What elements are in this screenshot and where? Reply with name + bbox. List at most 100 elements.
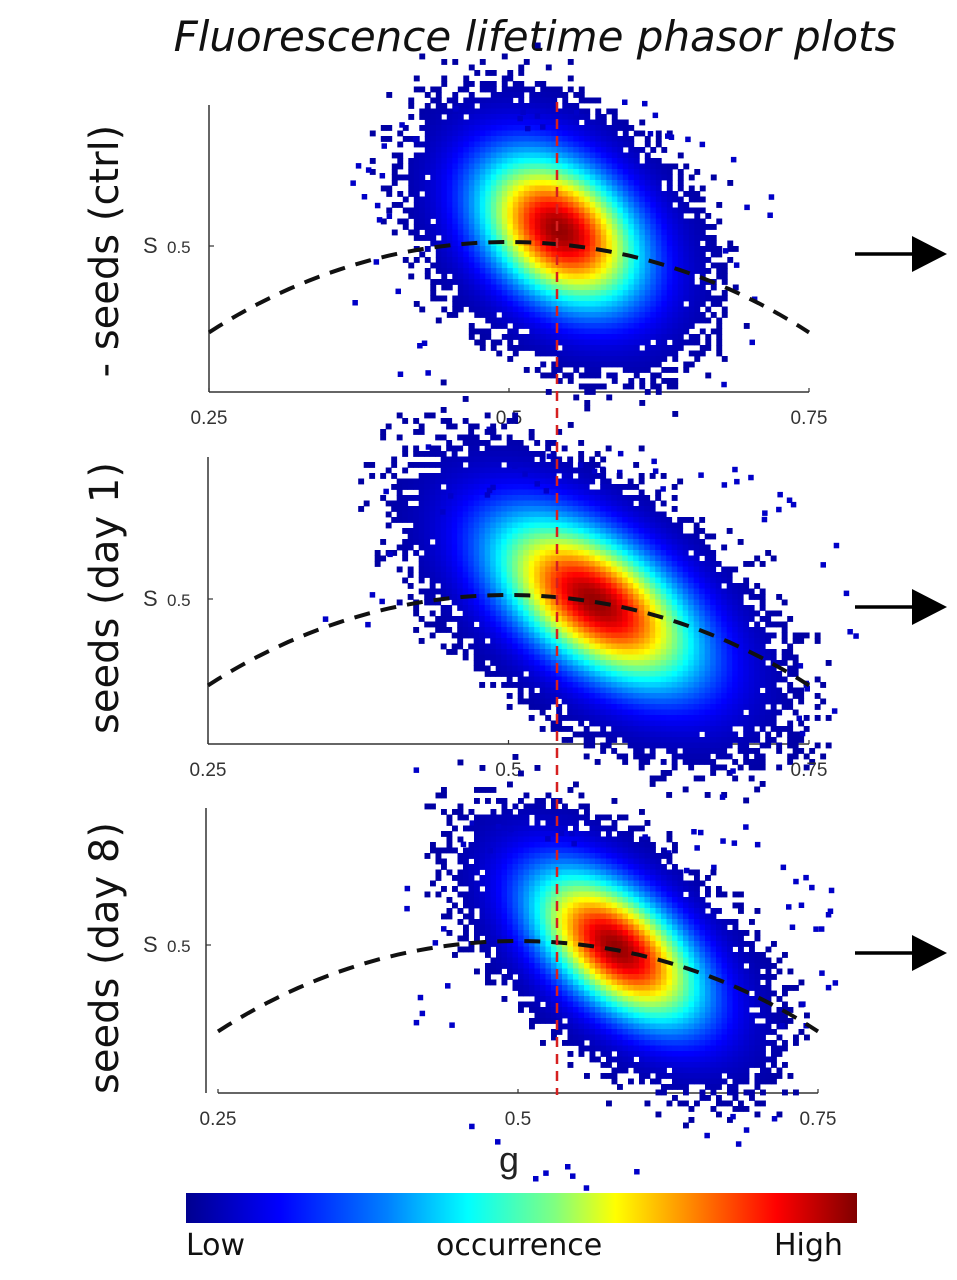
heatmap-cell (545, 544, 552, 551)
heatmap-cell (644, 511, 651, 518)
heatmap-cell (748, 654, 755, 661)
heatmap-cell (754, 698, 761, 705)
heatmap-cell (446, 147, 453, 153)
heatmap-cell (699, 544, 706, 551)
heatmap-cell (573, 152, 580, 159)
heatmap-cell (391, 517, 398, 523)
heatmap-cell (507, 290, 514, 296)
heatmap-cell (424, 462, 431, 468)
heatmap-cell (699, 616, 706, 622)
heatmap-cell (616, 676, 623, 683)
heatmap-cell (440, 643, 447, 650)
heatmap-cell (584, 196, 591, 203)
heatmap-cell (551, 125, 558, 131)
heatmap-cell (424, 621, 431, 628)
heatmap-cell (666, 345, 673, 351)
heatmap-cell (732, 627, 739, 633)
heatmap-cell (523, 489, 530, 496)
heatmap-cell (628, 295, 635, 302)
heatmap-cell (451, 544, 458, 551)
heatmap-cell (644, 328, 651, 335)
heatmap-cell (649, 473, 656, 479)
heatmap-cell (463, 251, 470, 258)
heatmap-cell (425, 370, 431, 376)
heatmap-cell (540, 213, 547, 219)
heatmap-cell (496, 130, 503, 137)
heatmap-cell (589, 119, 596, 126)
heatmap-cell (754, 610, 761, 617)
heatmap-cell (490, 445, 497, 452)
heatmap-cell (578, 334, 585, 340)
heatmap-cell (688, 218, 695, 225)
heatmap-cell (540, 86, 547, 93)
heatmap-cell (595, 257, 602, 263)
heatmap-cell (589, 196, 596, 203)
heatmap-cell (490, 284, 497, 291)
heatmap-cell (479, 202, 486, 208)
heatmap-cell (567, 262, 574, 269)
heatmap-cell (737, 621, 744, 628)
heatmap-cell (787, 687, 794, 694)
heatmap-cell (545, 566, 552, 573)
heatmap-cell (628, 367, 635, 373)
heatmap-cell (814, 632, 821, 639)
heatmap-cell (595, 317, 602, 324)
heatmap-cell (672, 295, 679, 302)
heatmap-cell (429, 528, 436, 534)
heatmap-cell (474, 224, 481, 230)
heatmap-cell (589, 163, 596, 170)
heatmap-cell (523, 290, 530, 296)
heatmap-cell (550, 599, 557, 606)
heatmap-cell (633, 594, 640, 600)
heatmap-cell (506, 621, 513, 628)
heatmap-cell (600, 594, 607, 600)
heatmap-cell (528, 610, 535, 617)
heatmap-cell (512, 224, 519, 230)
heatmap-cell (413, 169, 420, 175)
heatmap-cell (545, 577, 552, 584)
heatmap-cell (528, 511, 535, 518)
heatmap-cell (611, 290, 618, 296)
heatmap-cell (732, 638, 739, 644)
heatmap-cell (710, 240, 717, 247)
heatmap-cell (479, 334, 486, 340)
heatmap-cell (611, 240, 618, 247)
heatmap-cell (474, 268, 481, 274)
heatmap-cell (600, 616, 607, 622)
heatmap-cell (644, 301, 651, 307)
heatmap-cell (468, 555, 475, 562)
heatmap-cell (594, 660, 601, 666)
heatmap-cell (584, 185, 591, 192)
heatmap-cell (501, 572, 508, 578)
heatmap-cell (705, 295, 712, 302)
heatmap-cell (545, 158, 552, 164)
heatmap-cell (446, 467, 453, 474)
heatmap-cell (506, 599, 513, 606)
heatmap-cell (704, 555, 711, 562)
heatmap-cell (413, 235, 420, 241)
heatmap-cell (627, 671, 634, 677)
heatmap-cell (589, 350, 596, 357)
heatmap-cell (622, 345, 629, 351)
heatmap-cell (628, 240, 635, 247)
heatmap-cell (490, 599, 497, 606)
heatmap-cell (473, 440, 480, 446)
heatmap-cell (468, 103, 475, 109)
heatmap-cell (600, 649, 607, 655)
heatmap-cell (462, 588, 469, 595)
heatmap-cell (545, 224, 552, 230)
heatmap-cell (562, 229, 569, 236)
heatmap-cell (578, 599, 585, 606)
heatmap-cell (512, 141, 519, 148)
heatmap-cell (567, 643, 574, 650)
heatmap-cell (479, 462, 486, 468)
heatmap-cell (776, 676, 783, 683)
heatmap-cell (479, 577, 486, 584)
heatmap-cell (606, 306, 613, 313)
heatmap-cell (473, 627, 480, 633)
heatmap-cell (545, 119, 552, 126)
heatmap-cell (606, 257, 613, 263)
heatmap-cell (435, 185, 442, 192)
heatmap-cell (567, 356, 574, 362)
